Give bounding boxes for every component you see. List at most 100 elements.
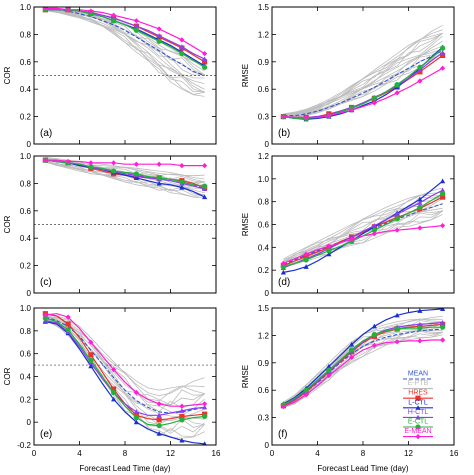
y-tick-label: 1.5 bbox=[258, 304, 270, 313]
point-e-mean bbox=[280, 404, 286, 410]
point-e-ctl bbox=[111, 168, 117, 174]
point-l-ctl bbox=[440, 178, 446, 184]
point-h-ctl bbox=[133, 409, 139, 414]
x-axis-title: Forecast Lead Time (day) bbox=[79, 464, 170, 473]
point-e-ctl bbox=[394, 82, 400, 88]
y-tick-label: 0 bbox=[27, 140, 32, 149]
point-l-ctl bbox=[417, 196, 423, 202]
y-tick-label: 0.6 bbox=[258, 221, 270, 230]
panel-label: (e) bbox=[40, 429, 52, 440]
x-tick-label: 12 bbox=[404, 449, 413, 458]
legend-label: E-MEAN bbox=[404, 428, 431, 435]
point-e-ctl bbox=[417, 64, 423, 70]
point-e-mean bbox=[349, 107, 355, 113]
x-tick-label: 4 bbox=[77, 449, 82, 458]
point-e-ctl bbox=[326, 367, 332, 373]
point-e-mean bbox=[156, 161, 162, 167]
point-h-ctl bbox=[133, 23, 139, 29]
series-line-e-ctl bbox=[283, 326, 443, 406]
point-hres bbox=[156, 417, 162, 423]
point-hres bbox=[179, 413, 185, 420]
point-e-mean bbox=[156, 401, 162, 407]
point-e-ctl bbox=[133, 171, 139, 177]
legend-marker bbox=[415, 434, 421, 440]
point-h-ctl bbox=[440, 187, 446, 193]
y-tick-label: 0.3 bbox=[258, 113, 270, 122]
point-l-ctl bbox=[179, 437, 185, 443]
plot-area bbox=[34, 311, 216, 445]
point-l-ctl bbox=[202, 194, 208, 200]
x-tick-label: 4 bbox=[315, 449, 320, 458]
point-l-ctl bbox=[394, 312, 400, 318]
point-l-ctl bbox=[371, 323, 377, 329]
point-e-mean bbox=[326, 113, 332, 119]
point-e-mean bbox=[417, 78, 423, 84]
point-e-mean bbox=[349, 236, 355, 242]
y-tick-label: 0.2 bbox=[20, 262, 32, 271]
y-tick-label: 0 bbox=[265, 441, 270, 450]
e-ptb-member-line bbox=[283, 187, 443, 260]
e-ptb-member-line bbox=[45, 8, 205, 72]
y-tick-label: 1.2 bbox=[258, 152, 270, 161]
point-e-mean bbox=[371, 231, 377, 237]
point-e-mean bbox=[349, 354, 355, 360]
e-ptb-member-line bbox=[283, 33, 443, 116]
panel-label: (b) bbox=[278, 128, 290, 139]
e-ptb-member-line bbox=[45, 315, 205, 391]
point-h-ctl bbox=[371, 223, 377, 228]
plot-area bbox=[34, 7, 216, 97]
point-e-mean bbox=[326, 372, 332, 379]
y-tick-label: 1.0 bbox=[20, 3, 32, 12]
series-line-e-mean bbox=[45, 159, 205, 167]
series-line-e-mean bbox=[283, 339, 443, 408]
legend-marker bbox=[415, 405, 421, 410]
series-line-h-ctl bbox=[45, 320, 205, 416]
series-line-l-ctl bbox=[283, 308, 443, 405]
e-ptb-member-line bbox=[283, 35, 443, 116]
point-e-ctl bbox=[202, 183, 208, 189]
y-tick-label: 0.8 bbox=[20, 179, 32, 188]
point-e-mean bbox=[394, 339, 400, 345]
y-tick-label: 1.5 bbox=[258, 3, 270, 12]
legend-item-mean: MEAN bbox=[403, 371, 433, 380]
point-e-ctl bbox=[417, 325, 423, 331]
y-tick-label: 1.0 bbox=[258, 175, 270, 184]
point-e-mean bbox=[303, 114, 309, 121]
y-tick-label: 0 bbox=[27, 289, 32, 298]
y-tick-label: 1.0 bbox=[20, 152, 32, 161]
point-e-mean bbox=[371, 100, 377, 106]
point-e-mean bbox=[179, 37, 185, 43]
point-l-ctl bbox=[417, 308, 423, 313]
series-line-mean bbox=[45, 316, 205, 414]
axes-frame bbox=[271, 155, 455, 294]
series-line-l-ctl bbox=[45, 321, 205, 445]
y-tick-label: 0.8 bbox=[20, 327, 32, 336]
point-l-ctl bbox=[326, 251, 332, 257]
series-line-e-mean bbox=[283, 225, 443, 264]
point-e-ctl bbox=[179, 417, 185, 423]
point-hres bbox=[88, 352, 94, 358]
e-ptb-member-line bbox=[45, 316, 205, 406]
series-line-l-ctl bbox=[283, 180, 443, 273]
x-axis-title: Forecast Lead Time (day) bbox=[317, 464, 408, 473]
x-tick-label: 0 bbox=[270, 449, 275, 458]
x-tick-label: 12 bbox=[166, 449, 175, 458]
point-h-ctl bbox=[440, 320, 446, 325]
point-h-ctl bbox=[202, 56, 208, 62]
y-tick-label: 0.2 bbox=[20, 395, 32, 404]
point-l-ctl bbox=[202, 441, 207, 445]
panel-e: 0 4 8 12 16-0.200.20.40.60.81.0COR(e)Forecas… bbox=[3, 304, 221, 473]
point-e-mean bbox=[88, 339, 94, 345]
point-e-ctl bbox=[440, 191, 446, 197]
point-l-ctl bbox=[326, 363, 332, 369]
point-e-ctl bbox=[179, 179, 185, 185]
point-e-mean bbox=[42, 312, 48, 318]
point-l-ctl bbox=[280, 269, 286, 275]
point-l-ctl bbox=[111, 396, 117, 402]
x-tick-label: 8 bbox=[123, 449, 128, 458]
point-e-ctl bbox=[65, 327, 71, 333]
axes-frame bbox=[33, 6, 217, 145]
e-ptb-member-line bbox=[283, 29, 443, 115]
y-tick-label: 0.3 bbox=[258, 414, 270, 423]
